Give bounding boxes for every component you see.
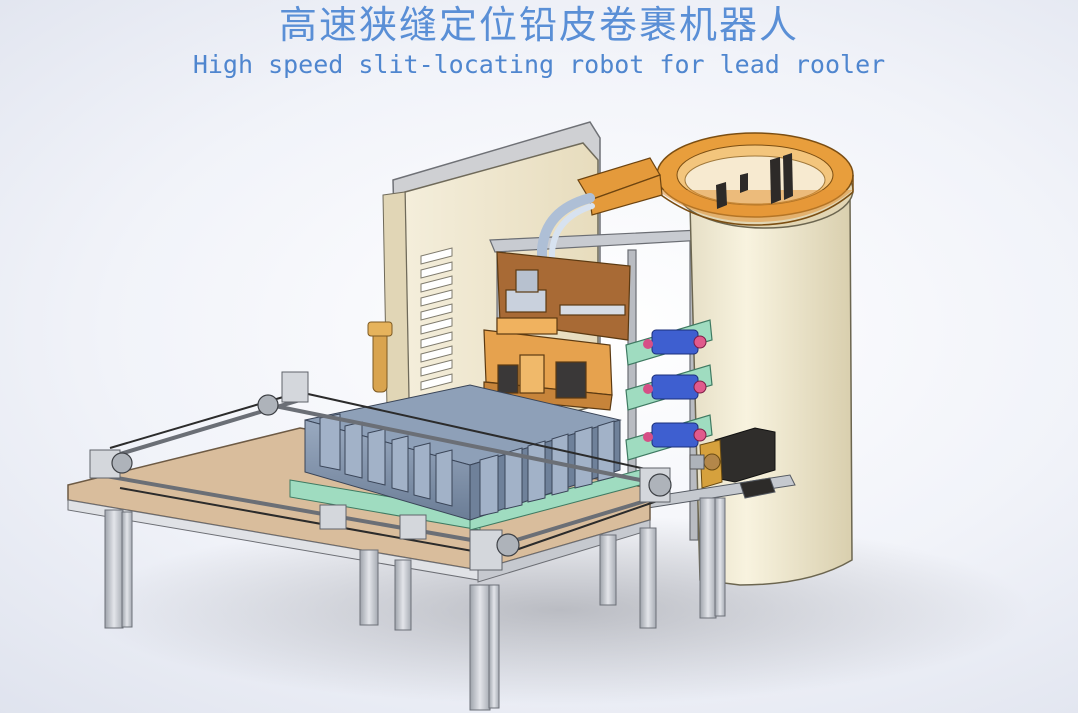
feed-tube [537, 193, 595, 305]
title-english: High speed slit-locating robot for lead … [192, 50, 886, 79]
title-chinese: 高速狭缝定位铅皮卷裹机器人 [278, 3, 799, 47]
orange-arm [577, 157, 663, 216]
orange-ring [656, 132, 854, 226]
drive-shafts [98, 398, 667, 547]
vent-louvers [420, 247, 453, 391]
ring-blades [716, 153, 793, 209]
stepper-motor [689, 427, 776, 489]
blue-motor-middle [643, 374, 707, 400]
bearing-blocks [89, 371, 671, 571]
cabinet-handle [367, 321, 393, 393]
blue-motor-bottom [643, 422, 707, 448]
pulleys [111, 394, 672, 557]
battery-fins [319, 413, 615, 517]
blue-motor-top [643, 329, 707, 355]
table-legs [104, 497, 726, 711]
gripper-mechanism [483, 251, 631, 411]
